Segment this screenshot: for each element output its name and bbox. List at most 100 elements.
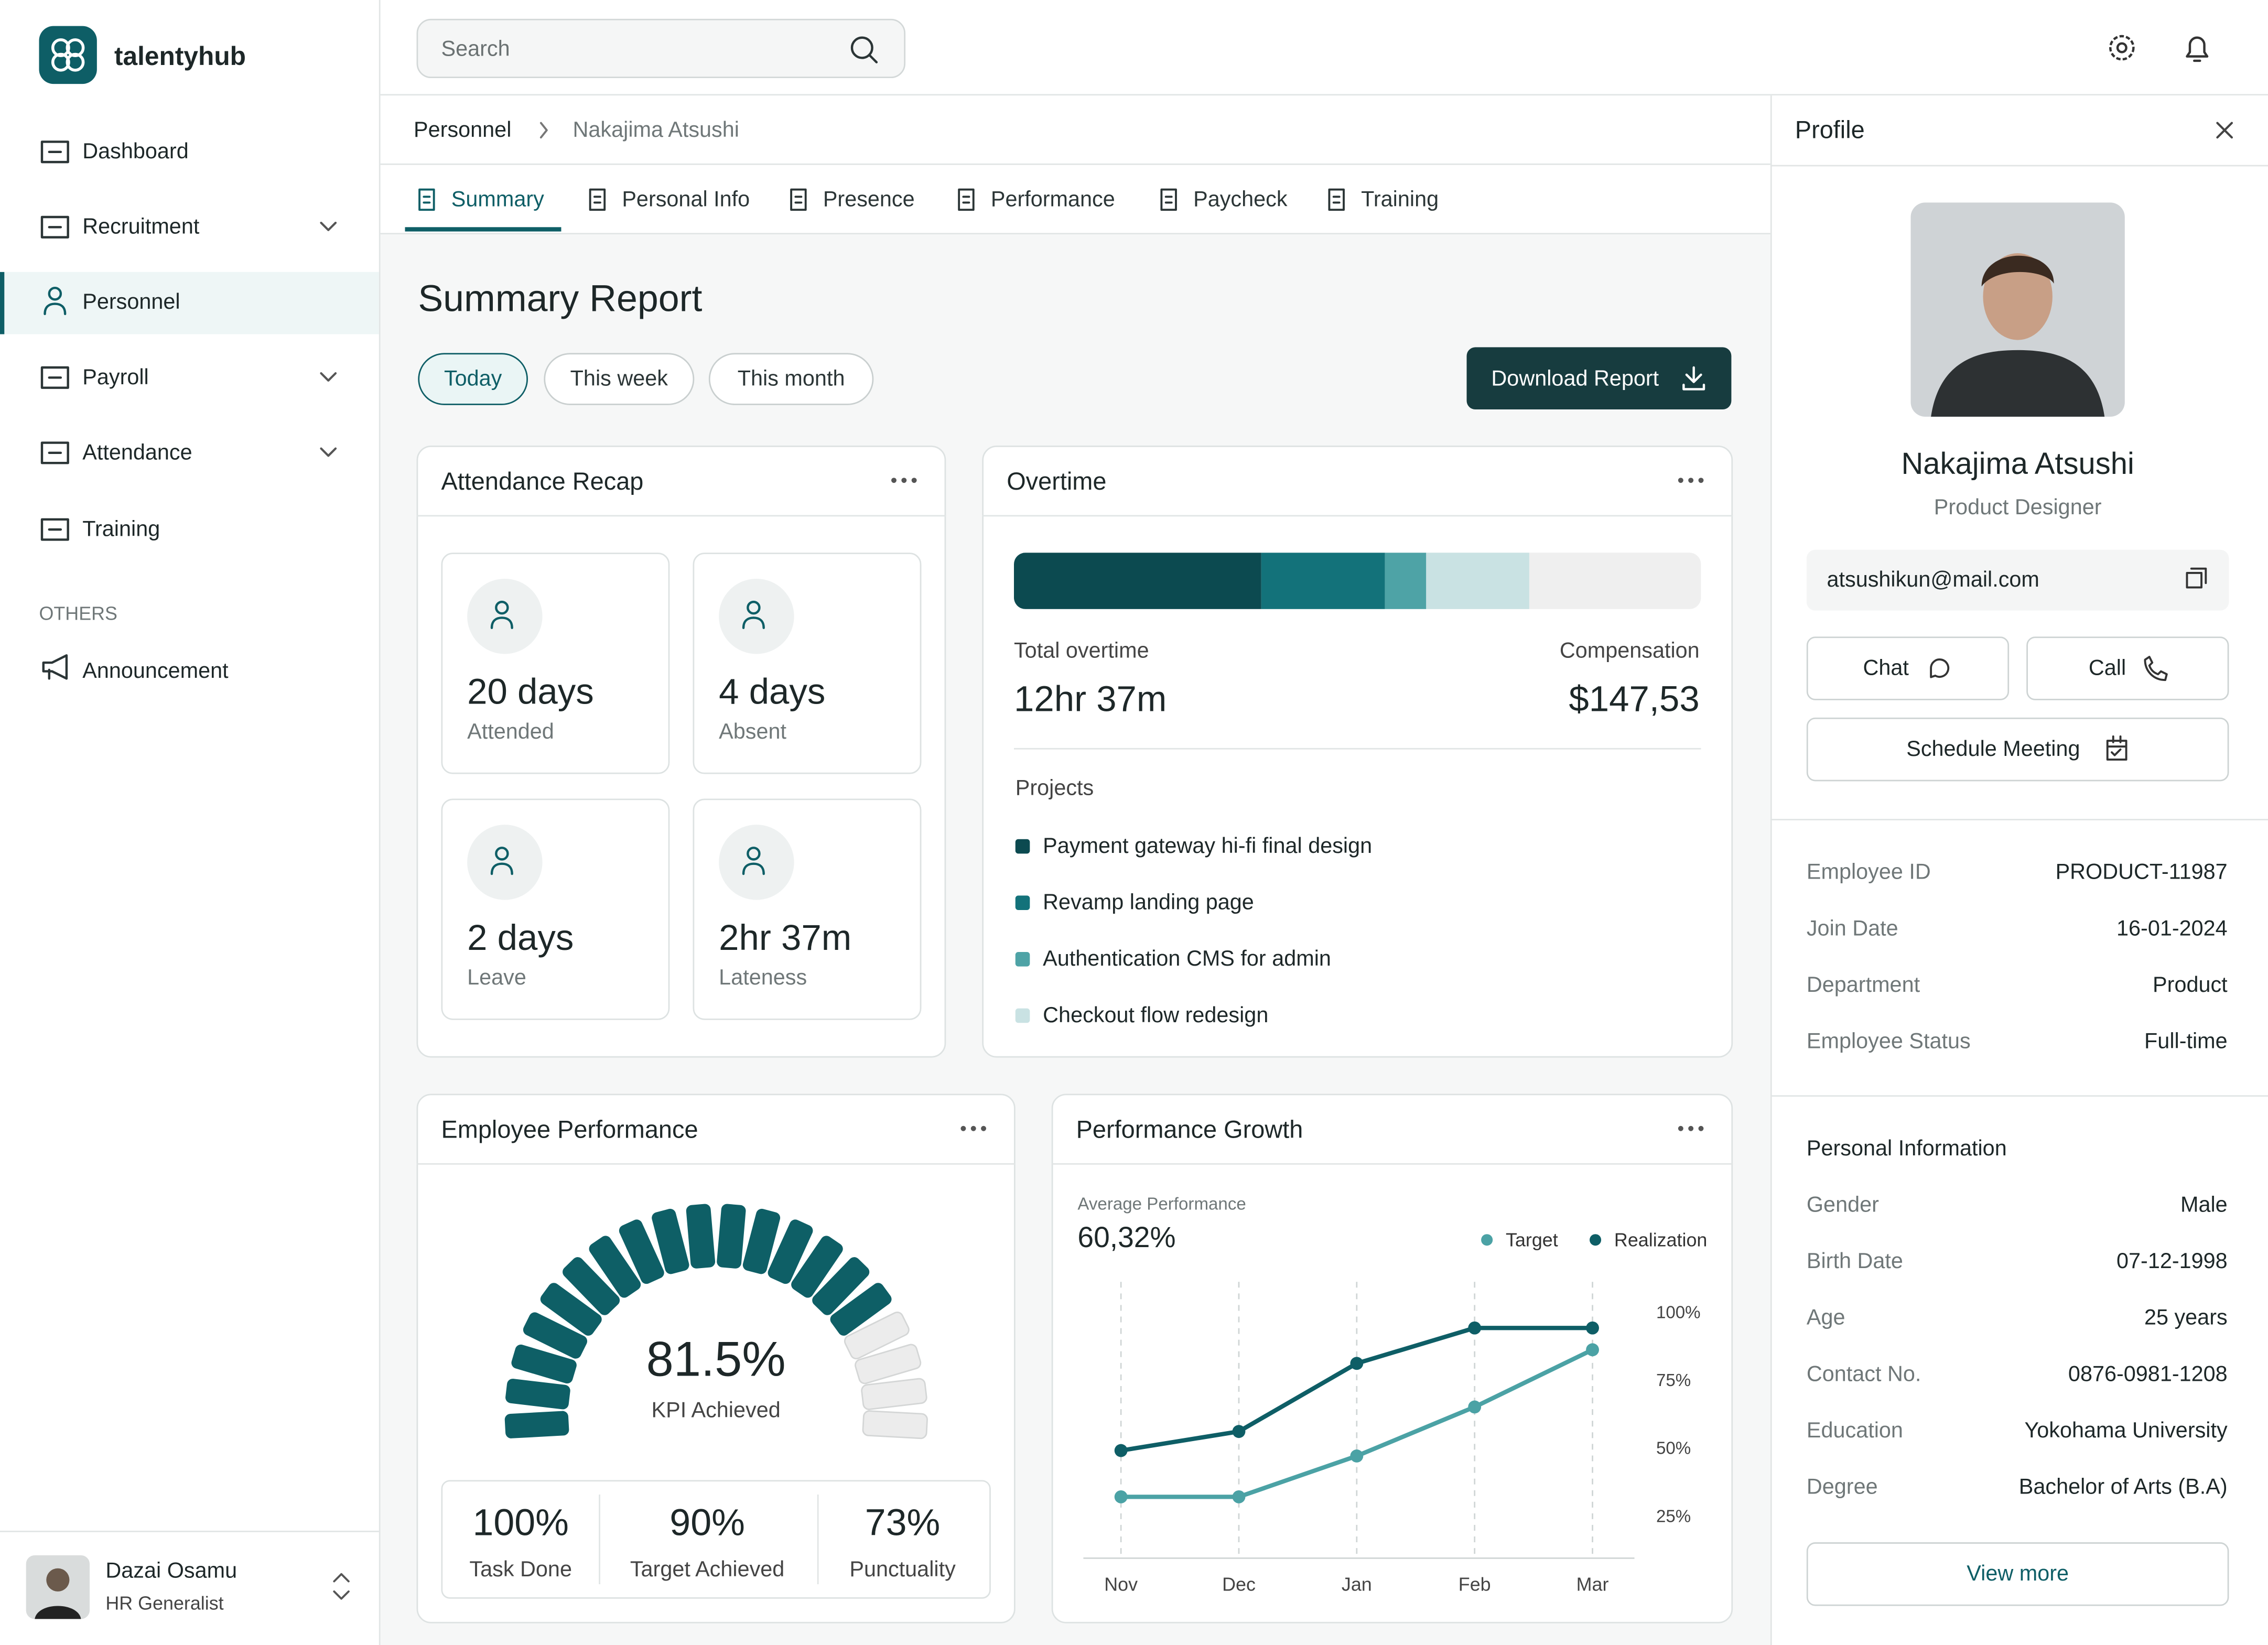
copy-button[interactable] xyxy=(2178,566,2207,594)
card-title: Overtime xyxy=(1007,468,1107,496)
panel-divider xyxy=(1770,165,2268,167)
download-label: Download Report xyxy=(1491,366,1659,392)
chart-headline: 60,32% xyxy=(1077,1222,1176,1254)
breadcrumb-current: Nakajima Atsushi xyxy=(573,117,739,143)
more-button[interactable] xyxy=(888,466,926,498)
panel-title: Profile xyxy=(1795,116,1865,144)
nav-label: Attendance xyxy=(82,440,192,466)
filter-pill[interactable] xyxy=(544,353,695,405)
chat-button[interactable] xyxy=(1806,636,2010,700)
search-input[interactable] xyxy=(416,18,906,79)
detail-value: 0876-0981-1208 xyxy=(2068,1362,2228,1387)
profile-name: Nakajima Atsushi xyxy=(1901,448,2134,481)
nav-item[interactable] xyxy=(15,123,369,181)
top-bar xyxy=(380,0,2268,96)
card-title: Performance Growth xyxy=(1076,1116,1303,1144)
detail-value: Bachelor of Arts (B.A) xyxy=(2018,1475,2228,1500)
detail-label: Education xyxy=(1806,1419,1903,1444)
stat-value: 4 days xyxy=(719,672,826,713)
project-name: Payment gateway hi-fi final design xyxy=(1043,834,1373,859)
compensation-label: Compensation xyxy=(1559,638,1700,664)
breadcrumb-link: Personnel xyxy=(414,117,512,143)
detail-value: Male xyxy=(2180,1193,2228,1218)
tab-label: Training xyxy=(1361,187,1439,212)
kpi-value: 73% xyxy=(865,1500,941,1544)
nav-label: Dashboard xyxy=(82,139,189,165)
call-button[interactable] xyxy=(2026,636,2229,700)
kpi-label: Task Done xyxy=(469,1557,572,1582)
detail-label: Employee ID xyxy=(1806,860,1931,885)
x-tick-label: Mar xyxy=(1576,1573,1609,1595)
filter-pill[interactable] xyxy=(708,353,874,405)
user-avatar xyxy=(26,1555,90,1619)
kpi-value: 90% xyxy=(669,1500,745,1544)
card-divider xyxy=(416,1163,1016,1165)
stats-sep xyxy=(599,1494,600,1585)
legend-label: Target xyxy=(1506,1229,1558,1251)
stat-value: 2hr 37m xyxy=(719,918,852,959)
project-name: Authentication CMS for admin xyxy=(1043,947,1331,972)
x-tick-label: Dec xyxy=(1222,1573,1256,1595)
detail-value: 07-12-1998 xyxy=(2116,1249,2228,1274)
button-label: Chat xyxy=(1863,656,1909,681)
nav-active-bar xyxy=(0,272,5,334)
y-tick-label: 100% xyxy=(1656,1301,1701,1322)
panel-divider xyxy=(1770,819,2268,820)
card-divider xyxy=(1051,1163,1733,1165)
detail-value: Product xyxy=(2153,973,2228,998)
logo xyxy=(39,26,97,84)
filter-label: This week xyxy=(570,366,668,392)
brand: talentyhub xyxy=(114,42,246,71)
detail-value: Yokohama University xyxy=(2024,1419,2228,1444)
settings-button[interactable] xyxy=(2104,30,2139,65)
more-button[interactable] xyxy=(1675,466,1713,498)
view-more-button[interactable] xyxy=(1806,1542,2229,1606)
detail-label: Birth Date xyxy=(1806,1249,1903,1274)
x-tick-label: Jan xyxy=(1341,1573,1372,1595)
stat-icon-bg xyxy=(467,825,543,900)
email-field xyxy=(1806,549,2229,611)
close-button[interactable] xyxy=(2210,116,2239,145)
nav-label: Payroll xyxy=(82,365,149,390)
user-switch[interactable] xyxy=(327,1565,356,1606)
x-tick-label: Nov xyxy=(1104,1573,1138,1595)
x-tick-label: Feb xyxy=(1458,1573,1491,1595)
sidebar xyxy=(0,0,381,1645)
stat-label: Absent xyxy=(719,720,787,744)
tab-label: Summary xyxy=(451,187,544,212)
stat-label: Attended xyxy=(467,720,554,744)
nav-item[interactable] xyxy=(15,274,369,331)
filter-label: Today xyxy=(444,366,502,392)
more-button[interactable] xyxy=(1675,1114,1713,1146)
nav-label: Personnel xyxy=(82,290,180,315)
nav-label: Recruitment xyxy=(82,214,200,240)
notification-button[interactable] xyxy=(2180,30,2215,65)
nav-item[interactable] xyxy=(15,501,369,558)
card xyxy=(982,446,1733,1058)
legend-label: Realization xyxy=(1614,1229,1708,1251)
detail-label: Gender xyxy=(1806,1193,1879,1218)
filter-label: This month xyxy=(737,366,845,392)
detail-label: Contact No. xyxy=(1806,1362,1921,1387)
card xyxy=(1051,1094,1733,1624)
kpi-label: Target Achieved xyxy=(630,1557,785,1582)
total-label: Total overtime xyxy=(1013,638,1149,664)
more-button[interactable] xyxy=(957,1114,995,1146)
total-value: 12hr 37m xyxy=(1013,679,1167,720)
filter-pill[interactable] xyxy=(418,353,528,405)
detail-value: PRODUCT-11987 xyxy=(2055,860,2228,885)
tab-bar xyxy=(380,165,1770,235)
nav-label: Training xyxy=(82,517,160,542)
panel-divider xyxy=(1770,1095,2268,1097)
tab-label: Paycheck xyxy=(1193,187,1288,212)
stat-icon-bg xyxy=(467,578,543,654)
y-tick-label: 50% xyxy=(1656,1437,1691,1458)
divider xyxy=(1013,748,1701,750)
schedule-button[interactable] xyxy=(1806,717,2229,782)
sidebar-footer xyxy=(0,1530,379,1532)
stat-value: 20 days xyxy=(467,672,594,713)
nav-item[interactable] xyxy=(15,349,369,406)
kpi-value: 100% xyxy=(472,1500,569,1544)
detail-label: Department xyxy=(1806,973,1920,998)
